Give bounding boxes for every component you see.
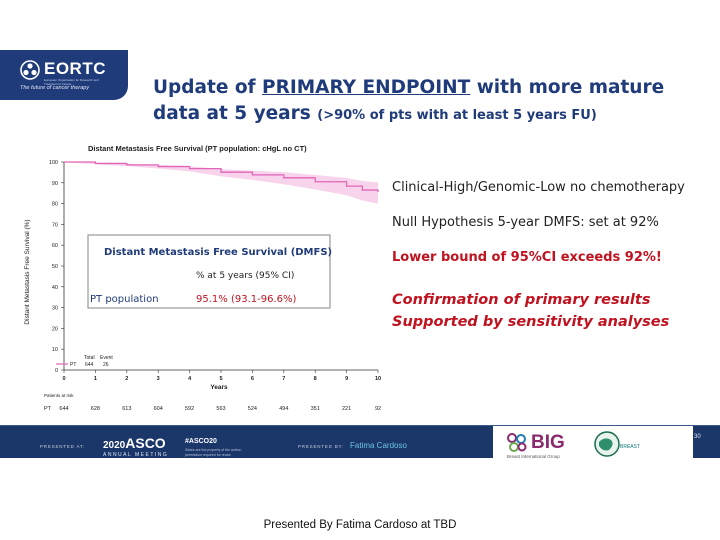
note-population: Clinical-High/Genomic-Low no chemotherap… <box>392 180 685 195</box>
y-tick-label: 100 <box>49 160 58 166</box>
note-confirmation-line1: Confirmation of primary results <box>392 292 651 308</box>
x-tick-label: 0 <box>62 376 65 382</box>
y-tick-label: 10 <box>52 347 58 353</box>
annual-meeting: ANNUAL MEETING <box>103 452 169 458</box>
x-tick-label: 5 <box>219 376 222 382</box>
risk-value: 613 <box>122 406 131 412</box>
presented-by-label: PRESENTED BY: <box>298 444 345 449</box>
legend-name: PT <box>70 362 76 368</box>
legend-events: 26 <box>103 362 109 368</box>
risk-value: 494 <box>279 406 288 412</box>
y-tick-label: 30 <box>52 306 58 312</box>
inset-row-value: 95.1% (93.1-96.6%) <box>196 294 296 305</box>
inset-column-header: % at 5 years (95% CI) <box>196 271 294 281</box>
x-tick-label: 7 <box>282 376 285 382</box>
x-tick-label: 3 <box>157 376 160 382</box>
risk-value: 563 <box>216 406 225 412</box>
risk-table-label: Patients at risk <box>44 393 74 398</box>
eortc-logo: EORTC European Organisation for Research… <box>0 50 128 100</box>
asco-logo: 2020ASCO <box>103 435 166 451</box>
presented-at-label: PRESENTED AT: <box>40 444 86 449</box>
big-name: BIG <box>531 432 565 453</box>
breast-word: BREAST <box>620 444 641 450</box>
x-axis-label: Years <box>210 384 228 391</box>
note-null-hypothesis: Null Hypothesis 5-year DMFS: set at 92% <box>392 215 659 230</box>
risk-value: 92 <box>375 406 381 412</box>
y-tick-label: 90 <box>52 181 58 187</box>
note-lower-bound: Lower bound of 95%CI exceeds 92%! <box>392 250 662 265</box>
footer-banner: PRESENTED AT: 2020ASCO ANNUAL MEETING #A… <box>0 420 720 464</box>
legend-event-header: Event <box>100 355 113 361</box>
y-tick-label: 50 <box>52 264 58 270</box>
presenter-name: Fatima Cardoso <box>350 441 407 450</box>
y-tick-label: 0 <box>55 368 58 374</box>
y-tick-label: 40 <box>52 285 58 291</box>
y-tick-label: 80 <box>52 202 58 208</box>
x-tick-label: 4 <box>188 376 192 382</box>
x-tick-label: 1 <box>94 376 97 382</box>
title-line2: data at 5 years <box>153 103 318 124</box>
x-tick-label: 6 <box>251 376 254 382</box>
banner-bar: PRESENTED AT: 2020ASCO ANNUAL MEETING #A… <box>0 425 720 464</box>
hashtag: #ASCO20 <box>185 438 217 445</box>
eortc-name: EORTC <box>44 59 106 78</box>
breast-globe-icon <box>594 431 620 457</box>
risk-value: 604 <box>154 406 163 412</box>
note-confirmation-line2: Supported by sensitivity analyses <box>392 314 670 330</box>
legend-total: 644 <box>85 362 94 368</box>
asco-word: ASCO <box>125 435 166 451</box>
note-confirmation: Confirmation of primary results Supporte… <box>392 289 669 333</box>
title-suffix: with more mature <box>470 77 665 98</box>
eortc-subtitle: European Organisation for Research and T… <box>44 78 99 86</box>
x-tick-label: 2 <box>125 376 128 382</box>
slide-caption: Presented By Fatima Cardoso at TBD <box>263 519 457 531</box>
inset-heading: Distant Metastasis Free Survival (DMFS) <box>104 247 332 258</box>
slides-note: Slides are the property of the author, p… <box>185 448 242 457</box>
x-tick-label: 10 <box>375 376 381 382</box>
y-tick-label: 70 <box>52 222 58 228</box>
partner-logos: BIG Breast International Group BREAST <box>493 426 693 464</box>
title-subnote: (>90% of pts with at least 5 years FU) <box>317 108 597 123</box>
inset-row-label: PT population <box>90 294 159 305</box>
eortc-emblem-icon <box>20 60 40 80</box>
risk-value: 592 <box>185 406 194 412</box>
big-emblem-icon <box>507 433 527 452</box>
risk-value: 351 <box>311 406 320 412</box>
survival-line <box>64 161 379 193</box>
dmfs-inset-box <box>87 234 331 309</box>
chart-title: Distant Metastasis Free Survival (PT pop… <box>88 144 307 153</box>
asco-year: 2020 <box>103 440 126 451</box>
risk-value: 644 <box>59 406 68 412</box>
eortc-tagline: The future of cancer therapy <box>20 85 90 91</box>
title-endpoint: PRIMARY ENDPOINT <box>262 77 471 98</box>
big-subtitle: Breast International Group <box>507 454 560 459</box>
title-prefix: Update of <box>153 77 263 98</box>
y-tick-label: 20 <box>52 326 58 332</box>
page-number: 30 <box>694 434 701 440</box>
risk-value: 524 <box>248 406 257 412</box>
risk-value: 628 <box>91 406 100 412</box>
risk-row-label: PT <box>44 406 52 412</box>
y-tick-label: 60 <box>52 243 58 249</box>
km-chart: Distant Metastasis Free Survival (PT pop… <box>24 144 381 412</box>
risk-value: 221 <box>342 406 351 412</box>
legend-total-header: Total <box>84 355 95 361</box>
x-tick-label: 8 <box>314 376 317 382</box>
y-axis-label: Distant Metastasis Free Survival (%) <box>24 219 31 324</box>
x-tick-label: 9 <box>345 376 348 382</box>
